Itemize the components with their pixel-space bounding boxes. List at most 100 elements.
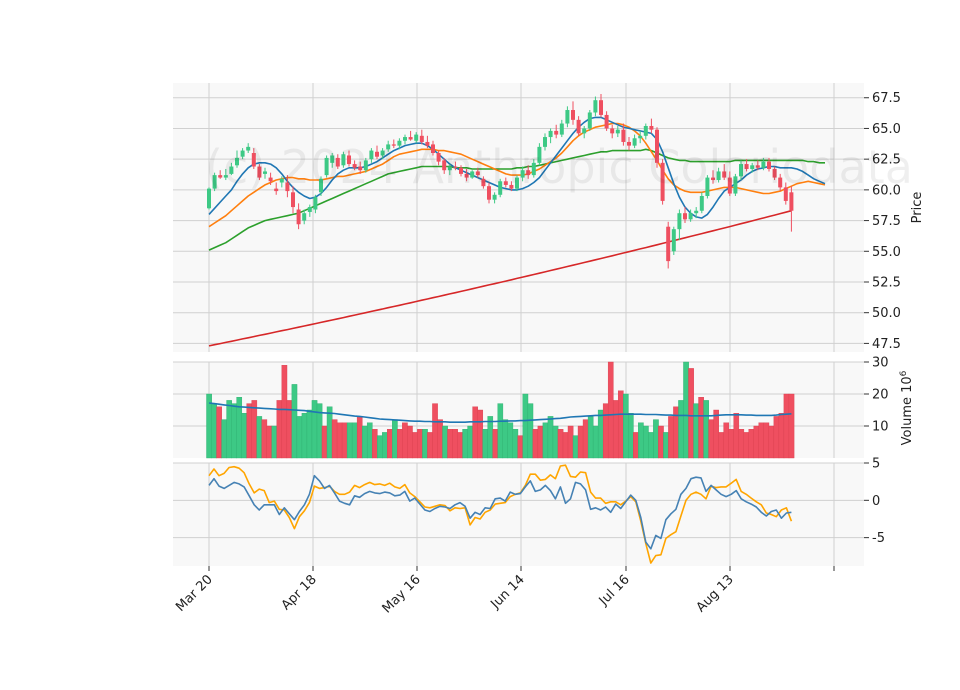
candle-body bbox=[380, 150, 385, 156]
candle-body bbox=[531, 162, 536, 176]
volume-bar bbox=[532, 429, 539, 459]
candle-body bbox=[229, 166, 234, 174]
volume-bar bbox=[301, 413, 308, 459]
candle-body bbox=[739, 164, 743, 177]
candle-body bbox=[279, 178, 284, 183]
candle-body bbox=[649, 125, 654, 130]
candle-body bbox=[302, 213, 307, 221]
volume-bar bbox=[748, 429, 755, 459]
volume-bar bbox=[703, 400, 709, 459]
volume-bar bbox=[261, 419, 268, 459]
volume-bar bbox=[351, 422, 358, 459]
volume-bar bbox=[392, 419, 398, 459]
volume-bar bbox=[271, 425, 278, 459]
candle-body bbox=[324, 157, 329, 176]
volume-bar bbox=[387, 429, 393, 459]
oscillator-tick-label: 0 bbox=[872, 494, 880, 509]
volume-bar bbox=[698, 397, 704, 459]
volume-bar bbox=[713, 409, 719, 459]
candle-body bbox=[391, 144, 396, 146]
volume-bar bbox=[617, 390, 624, 459]
candle-body bbox=[699, 196, 704, 211]
candle-body bbox=[593, 100, 598, 113]
volume-axis-label: Volume 106 bbox=[899, 370, 915, 445]
ma-200-line bbox=[208, 209, 792, 347]
volume-bar bbox=[291, 384, 298, 459]
volume-tick-label: 10 bbox=[872, 420, 889, 435]
oscillator-tick-label: 5 bbox=[872, 457, 880, 472]
candle-body bbox=[727, 177, 732, 194]
volume-bar bbox=[633, 432, 639, 459]
candle-body bbox=[397, 140, 402, 146]
candle-body bbox=[571, 110, 575, 120]
volume-bar bbox=[251, 400, 258, 459]
candle-body bbox=[369, 150, 374, 160]
candle-body bbox=[436, 153, 441, 162]
volume-bar bbox=[628, 413, 634, 459]
candle-body bbox=[666, 226, 671, 262]
candle-body bbox=[576, 119, 581, 134]
candle-body bbox=[755, 165, 760, 168]
volume-bar bbox=[683, 361, 689, 459]
volume-bar bbox=[653, 419, 659, 459]
candle-body bbox=[660, 162, 665, 201]
price-tick-label: 47.5 bbox=[872, 337, 901, 352]
price-tick-label: 55.0 bbox=[872, 245, 901, 260]
volume-bar bbox=[733, 413, 740, 459]
x-tick-label: May 16 bbox=[380, 572, 424, 616]
candle-body bbox=[291, 192, 295, 208]
candle-body bbox=[251, 153, 256, 167]
volume-bar bbox=[547, 416, 554, 459]
volume-bar bbox=[422, 429, 428, 459]
candle-body bbox=[767, 161, 771, 169]
price-axis-label: Price bbox=[910, 192, 925, 224]
volume-bar bbox=[658, 425, 664, 459]
volume-bar bbox=[663, 432, 669, 459]
candle-body bbox=[358, 166, 363, 171]
volume-bar bbox=[412, 432, 418, 459]
volume-bar bbox=[602, 403, 609, 459]
volume-bar bbox=[366, 422, 373, 459]
ma-mid-line bbox=[208, 122, 826, 228]
volume-bar bbox=[226, 400, 232, 459]
candle-body bbox=[246, 146, 251, 151]
candle-body bbox=[559, 123, 564, 135]
volume-bar bbox=[331, 419, 338, 459]
volume-bar bbox=[407, 425, 413, 459]
candle-body bbox=[722, 171, 727, 178]
price-tick-label: 60.0 bbox=[872, 183, 901, 198]
volume-bar bbox=[643, 425, 649, 459]
x-tick-label: Aug 13 bbox=[694, 572, 737, 615]
volume-bar bbox=[577, 425, 584, 459]
candle-body bbox=[677, 213, 682, 230]
volume-bar bbox=[377, 435, 383, 459]
oscillator-tick-label: -5 bbox=[872, 531, 885, 546]
candle-body bbox=[783, 187, 788, 201]
candle-body bbox=[459, 167, 463, 174]
volume-bar bbox=[221, 419, 227, 459]
volume-bar bbox=[462, 429, 468, 459]
volume-bar bbox=[437, 419, 443, 459]
volume-bar bbox=[497, 403, 504, 459]
volume-bar bbox=[356, 416, 363, 459]
candle-body bbox=[789, 192, 794, 211]
volume-bar bbox=[402, 422, 408, 459]
volume-bar bbox=[311, 400, 318, 459]
candle-body bbox=[520, 170, 525, 178]
candle-body bbox=[671, 229, 676, 252]
volume-bar bbox=[788, 393, 795, 459]
volume-bar bbox=[256, 416, 263, 459]
volume-bar bbox=[753, 425, 760, 459]
volume-bar bbox=[743, 432, 750, 459]
volume-bar bbox=[482, 429, 489, 459]
volume-bar bbox=[587, 416, 594, 459]
volume-tick-label: 30 bbox=[872, 356, 889, 371]
candle-body bbox=[296, 209, 301, 225]
volume-bar bbox=[382, 432, 388, 459]
volume-bar bbox=[773, 416, 780, 459]
volume-bar bbox=[211, 403, 217, 459]
volume-bar bbox=[512, 429, 519, 459]
x-tick-label: Jul 16 bbox=[596, 572, 633, 609]
volume-bar bbox=[507, 422, 514, 459]
